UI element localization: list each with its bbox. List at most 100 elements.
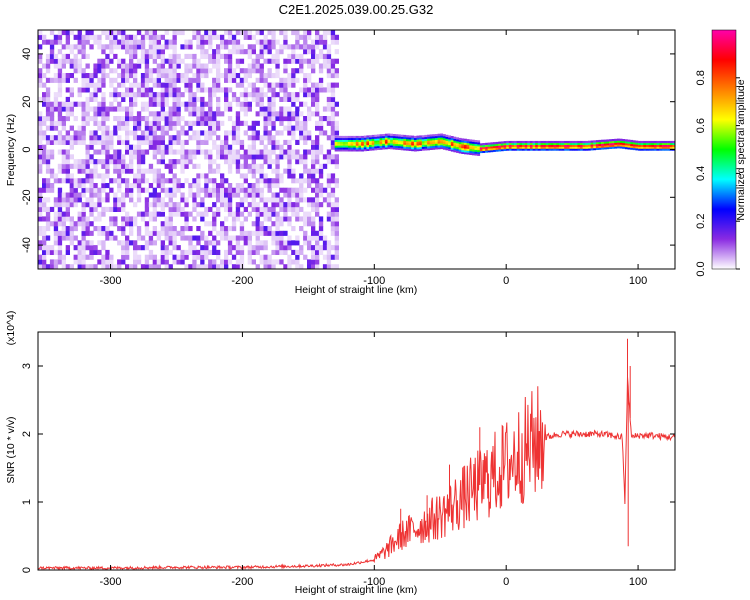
spectrogram-cell bbox=[144, 254, 150, 260]
spectrogram-ridge-cell bbox=[498, 149, 502, 152]
spectrogram-cell bbox=[271, 264, 276, 269]
spectrogram-ridge-cell bbox=[398, 142, 401, 145]
spectrogram-cell bbox=[259, 240, 264, 246]
spectrogram-cell bbox=[275, 92, 280, 98]
spectrogram-cell bbox=[164, 230, 169, 236]
spectrogram-cell bbox=[259, 168, 264, 174]
spectrogram-cell bbox=[152, 173, 157, 179]
spectrogram-cell bbox=[216, 68, 221, 74]
spectrogram-ridge-cell bbox=[366, 146, 370, 150]
spectrogram-cell bbox=[136, 192, 142, 198]
spectrogram-ridge-cell bbox=[516, 146, 520, 149]
spectrogram-cell bbox=[326, 30, 332, 36]
spectrogram-cell bbox=[275, 230, 280, 236]
spectrogram-cell bbox=[188, 39, 193, 45]
spectrogram-cell bbox=[279, 130, 284, 136]
spectrogram-ridge-cell bbox=[464, 140, 467, 143]
spectrogram-cell bbox=[255, 178, 260, 184]
spectrogram-ridge-cell bbox=[672, 142, 675, 145]
spectrogram-ridge-cell bbox=[524, 146, 528, 149]
spectrogram-cell bbox=[200, 101, 205, 107]
spectrogram-ridge-cell bbox=[366, 135, 370, 138]
spectrogram-ridge-cell bbox=[458, 149, 462, 152]
spectrogram-cell bbox=[148, 125, 154, 131]
spectrogram-cell bbox=[105, 259, 110, 265]
spectrogram-cell bbox=[311, 96, 316, 102]
spectrogram-cell bbox=[330, 254, 336, 260]
spectrogram-cell bbox=[125, 92, 130, 98]
spectrogram-cell bbox=[121, 63, 126, 69]
spectrogram-cell bbox=[77, 92, 82, 98]
spectrogram-cell bbox=[93, 249, 98, 255]
spectrogram-cell bbox=[311, 144, 316, 150]
spectrogram-cell bbox=[89, 82, 94, 88]
spectrogram-ridge-cell bbox=[582, 144, 586, 147]
spectrogram-cell bbox=[129, 163, 134, 169]
spectrogram-cell bbox=[65, 163, 70, 169]
spectrogram-cell bbox=[287, 235, 292, 241]
spectrogram-ridge-cell bbox=[506, 144, 510, 147]
spectrogram-cell bbox=[105, 73, 110, 79]
spectrogram-cell bbox=[65, 96, 70, 102]
spectrogram-cell bbox=[129, 58, 134, 64]
spectrogram-ridge-cell bbox=[619, 146, 623, 149]
spectrogram-cell bbox=[267, 139, 272, 145]
spectrogram-cell bbox=[125, 192, 130, 198]
spectrogram-cell bbox=[73, 34, 78, 40]
spectrogram-ridge-cell bbox=[500, 147, 504, 150]
spectrogram-cell bbox=[322, 154, 328, 160]
spectrogram-cell bbox=[77, 245, 82, 251]
spectrogram-cell bbox=[196, 106, 201, 112]
spectrogram-cell bbox=[192, 111, 197, 117]
spectrogram-cell bbox=[152, 226, 157, 232]
spectrogram-cell bbox=[69, 125, 74, 131]
spectrogram-cell bbox=[231, 39, 237, 45]
spectrogram-ridge-cell bbox=[366, 139, 370, 142]
spectrogram-cell bbox=[164, 68, 169, 74]
spectrogram-cell bbox=[267, 82, 272, 88]
spectrogram-ridge-cell bbox=[524, 144, 528, 147]
spectrogram-cell bbox=[164, 249, 169, 255]
spectrogram-cell bbox=[53, 197, 59, 203]
spectrogram-cell bbox=[69, 63, 74, 69]
spectrogram-cell bbox=[176, 120, 181, 126]
spectrogram-cell bbox=[101, 245, 106, 251]
spectrogram-ridge-cell bbox=[382, 134, 386, 137]
spectrogram-cell bbox=[172, 226, 177, 232]
spectrogram-ridge-cell bbox=[659, 148, 663, 151]
spectrogram-cell bbox=[311, 139, 316, 145]
spectrogram-cell bbox=[291, 173, 296, 179]
spectrogram-cell bbox=[311, 221, 316, 227]
spectrogram-cell bbox=[231, 192, 237, 198]
spectrogram-cell bbox=[49, 120, 55, 126]
spectrogram-cell bbox=[85, 30, 90, 36]
spectrogram-cell bbox=[251, 139, 256, 145]
spectrogram-cell bbox=[235, 159, 241, 165]
spectrogram-ridge-cell bbox=[379, 143, 383, 146]
spectrogram-cell bbox=[251, 154, 256, 160]
spectrogram-cell bbox=[326, 197, 332, 203]
spectrogram-cell bbox=[235, 101, 241, 107]
spectrogram-cell bbox=[160, 197, 165, 203]
spectrogram-ridge-cell bbox=[437, 147, 441, 150]
spectrogram-cell bbox=[311, 178, 316, 184]
spectrogram-cell bbox=[267, 197, 272, 203]
spectrogram-cell bbox=[291, 168, 296, 174]
spectrogram-cell bbox=[267, 39, 272, 45]
spectrogram-cell bbox=[231, 125, 237, 131]
spectrogram-cell bbox=[81, 183, 86, 189]
spectrogram-cell bbox=[259, 187, 264, 193]
spectrogram-cell bbox=[311, 87, 316, 93]
spectrogram-ridge-cell bbox=[522, 140, 525, 144]
spectrogram-cell bbox=[243, 101, 248, 107]
spectrogram-cell bbox=[330, 135, 336, 141]
spectrogram-ridge-cell bbox=[648, 140, 652, 144]
spectrogram-cell bbox=[307, 240, 312, 246]
spectrogram-ridge-cell bbox=[376, 145, 380, 149]
spectrogram-cell bbox=[117, 120, 122, 126]
spectrogram-cell bbox=[295, 216, 300, 222]
spectrogram-cell bbox=[105, 173, 110, 179]
spectrogram-cell bbox=[89, 168, 94, 174]
spectrogram-cell bbox=[247, 149, 252, 155]
spectrogram-cell bbox=[231, 96, 237, 102]
